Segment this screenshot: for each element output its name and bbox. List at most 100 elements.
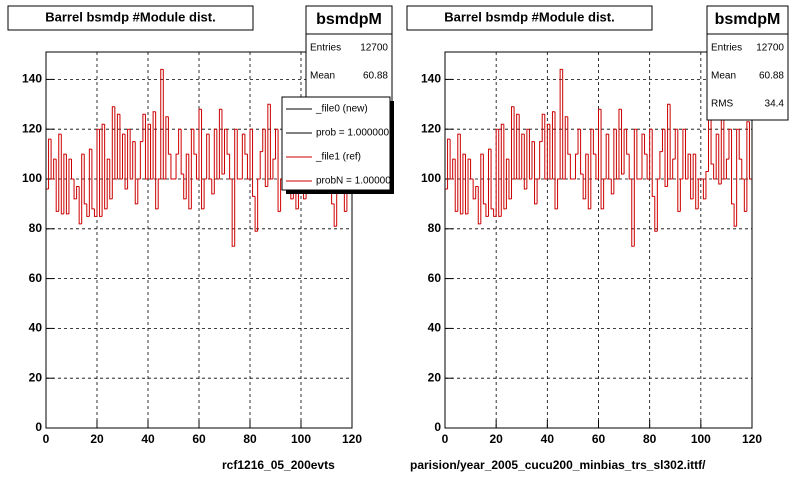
plot-border bbox=[444, 51, 753, 429]
histogram-bin bbox=[646, 154, 650, 180]
histogram-bin bbox=[122, 133, 126, 179]
histogram-bin bbox=[454, 159, 458, 212]
histogram-bin bbox=[656, 178, 660, 232]
x-tick-label: 80 bbox=[643, 432, 657, 446]
histogram-bin bbox=[88, 148, 92, 217]
histogram-bin bbox=[702, 178, 706, 200]
histogram-bin bbox=[53, 158, 57, 179]
histogram-bin bbox=[580, 129, 584, 175]
histogram-bin bbox=[577, 128, 581, 155]
histogram-bin bbox=[475, 185, 479, 199]
histogram-bin bbox=[610, 178, 614, 195]
histogram-bin bbox=[132, 141, 136, 179]
histogram-bin bbox=[628, 154, 632, 180]
histogram-bin bbox=[585, 153, 589, 199]
stats-value: 60.88 bbox=[759, 71, 784, 82]
histogram-bin bbox=[477, 186, 481, 225]
histogram-bin bbox=[68, 158, 72, 214]
histogram-bin bbox=[96, 128, 100, 217]
histogram-bin bbox=[185, 153, 189, 199]
histogram-bin bbox=[188, 154, 192, 210]
histogram-bin bbox=[513, 106, 517, 180]
title-box bbox=[7, 5, 254, 31]
x-axis-label: parision/year_2005_cucu200_minbias_trs_s… bbox=[410, 458, 706, 472]
histogram-bin bbox=[738, 129, 742, 160]
histogram-bin bbox=[536, 178, 540, 204]
histogram-bin bbox=[674, 128, 678, 160]
histogram-bin bbox=[626, 129, 630, 155]
histogram-bin bbox=[193, 129, 197, 155]
y-tick-label: 20 bbox=[29, 370, 43, 384]
stats-value: 12700 bbox=[756, 43, 784, 54]
x-tick-label: 60 bbox=[192, 432, 206, 446]
histogram-bin bbox=[275, 128, 279, 160]
y-tick-label: 60 bbox=[428, 271, 442, 285]
histogram-bin bbox=[272, 158, 276, 179]
histogram-bin bbox=[83, 154, 87, 205]
x-tick-label: 60 bbox=[592, 432, 606, 446]
histogram-bin bbox=[459, 134, 463, 215]
histogram-bin bbox=[201, 109, 205, 210]
histogram-bin bbox=[452, 158, 456, 179]
histogram-bin bbox=[644, 134, 648, 155]
histogram-bin bbox=[523, 134, 527, 190]
y-tick-label: 100 bbox=[22, 171, 42, 185]
histogram-bin bbox=[631, 178, 635, 247]
histogram-bin bbox=[462, 153, 466, 214]
histogram-bin bbox=[259, 151, 263, 179]
histogram-bin bbox=[493, 208, 497, 217]
histogram-bin bbox=[218, 108, 222, 179]
histogram-bin bbox=[490, 149, 494, 210]
histogram-bin bbox=[636, 129, 640, 180]
y-tick-label: 140 bbox=[22, 72, 42, 86]
histogram-bin bbox=[661, 128, 666, 152]
histogram-bin bbox=[508, 159, 512, 200]
chart-title: Barrel bsmdp #Module dist. bbox=[45, 9, 215, 24]
histogram-bin bbox=[598, 108, 602, 179]
histogram-bin bbox=[679, 178, 683, 212]
histogram-bin bbox=[101, 123, 105, 217]
histogram-bin bbox=[641, 133, 645, 179]
histogram-bin bbox=[559, 68, 563, 179]
histogram-bin bbox=[257, 178, 261, 232]
y-tick-label: 0 bbox=[434, 420, 441, 434]
histogram-bin bbox=[554, 111, 558, 210]
histogram-bin bbox=[615, 129, 619, 180]
histogram-bin bbox=[160, 68, 164, 179]
histogram-bin bbox=[244, 134, 248, 155]
histogram-bin bbox=[91, 149, 95, 210]
histogram-bin bbox=[733, 203, 737, 227]
histogram-bin bbox=[546, 123, 550, 179]
legend-label: _file0 (new) bbox=[315, 104, 368, 115]
histogram-bin bbox=[236, 129, 240, 180]
histogram-bin bbox=[521, 133, 525, 179]
histogram-bin bbox=[58, 133, 62, 212]
histogram-bin bbox=[464, 154, 469, 215]
histogram-bin bbox=[472, 178, 476, 200]
histogram-bin bbox=[249, 128, 253, 179]
histogram-bin bbox=[147, 123, 151, 179]
histogram-bin bbox=[695, 154, 699, 210]
histogram-bin bbox=[467, 158, 471, 214]
histogram-bin bbox=[449, 139, 453, 180]
histogram-bin bbox=[485, 203, 489, 217]
histogram-bin bbox=[229, 154, 233, 180]
histogram-bin bbox=[213, 128, 217, 194]
histogram-bin bbox=[206, 133, 210, 179]
histogram-bin bbox=[111, 106, 115, 199]
y-tick-label: 80 bbox=[428, 221, 442, 235]
histogram-bin bbox=[725, 158, 729, 179]
histogram-bin bbox=[651, 129, 655, 197]
histogram-bin bbox=[73, 178, 77, 200]
y-tick-label: 120 bbox=[22, 121, 42, 135]
histogram-bin bbox=[567, 116, 571, 155]
histogram-bin bbox=[254, 196, 258, 232]
y-tick-label: 40 bbox=[428, 321, 442, 335]
histogram-bin bbox=[723, 104, 727, 180]
histogram-bin bbox=[526, 128, 530, 189]
histogram-bin bbox=[511, 106, 515, 199]
histogram-bin bbox=[498, 129, 502, 217]
histogram-bin bbox=[605, 133, 609, 179]
histogram-bin bbox=[562, 69, 566, 180]
